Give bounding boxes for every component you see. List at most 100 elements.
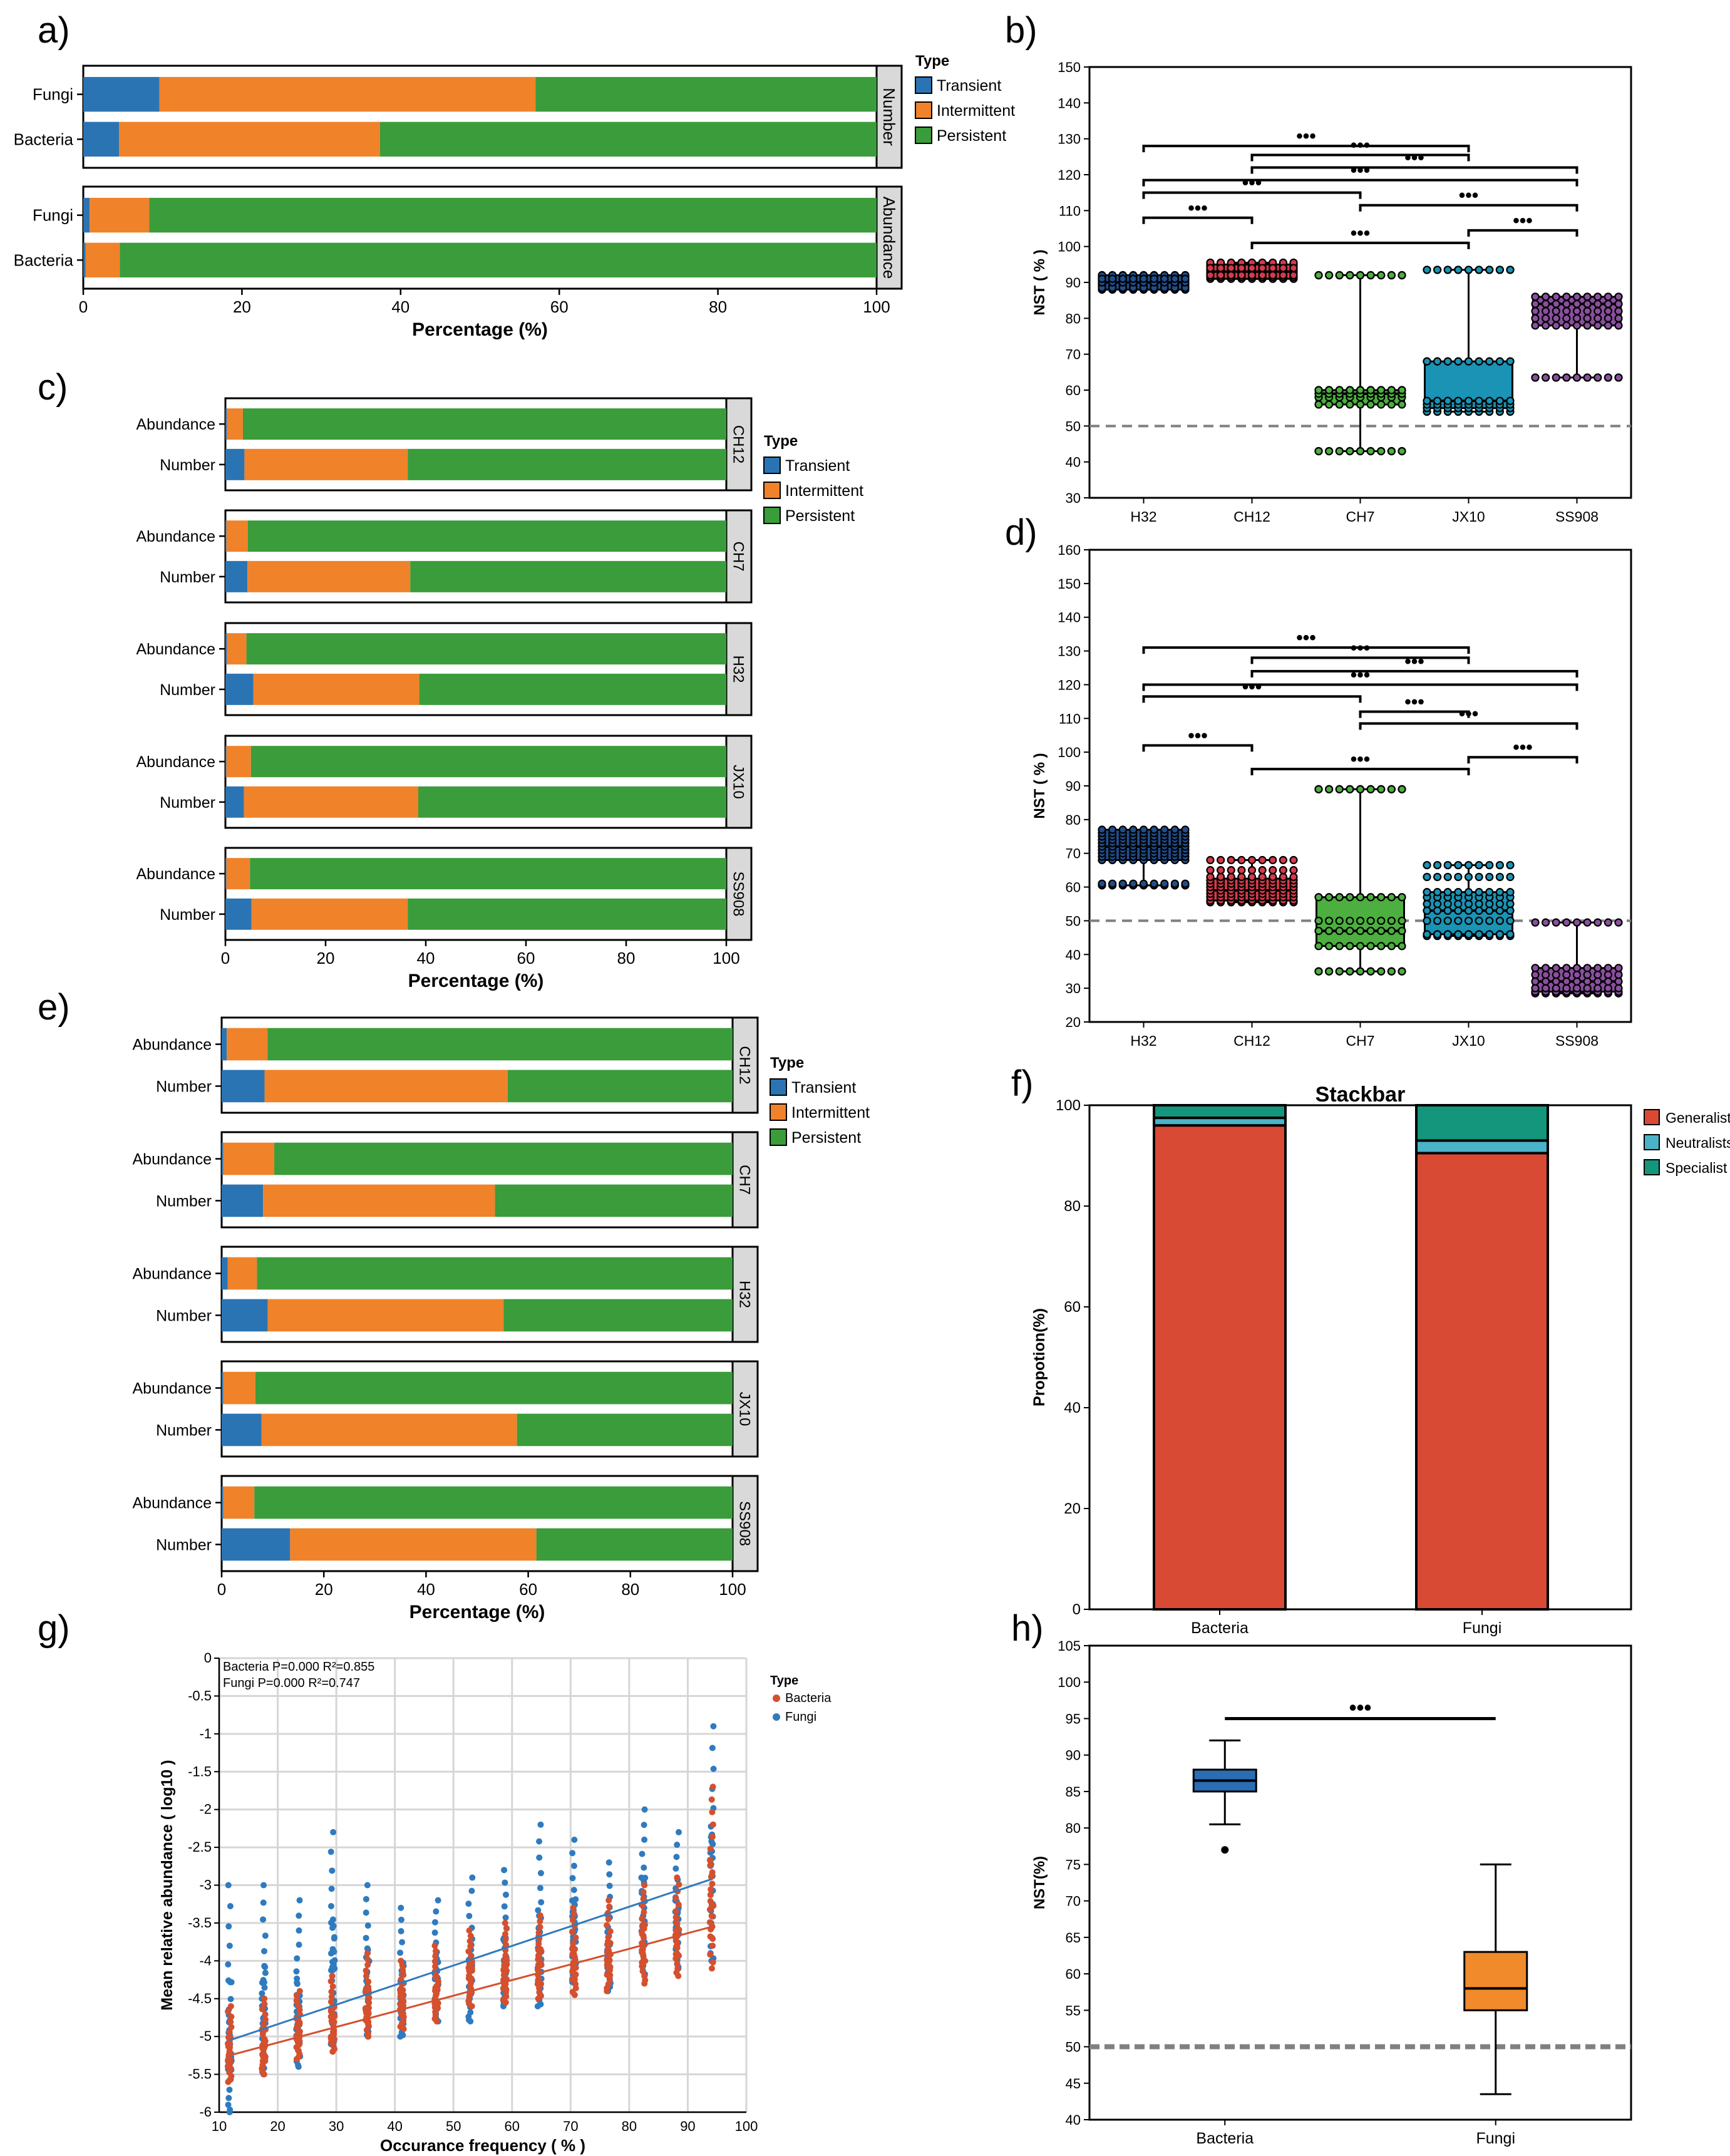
data-point — [1443, 906, 1452, 915]
data-point — [1562, 292, 1571, 301]
y-tick-label: 100 — [1058, 239, 1081, 255]
bar-segment — [535, 76, 877, 112]
data-point — [1572, 984, 1582, 993]
data-point — [572, 1934, 579, 1941]
data-point — [502, 1956, 508, 1963]
bar-segment — [495, 1184, 733, 1217]
bar-segment — [225, 746, 227, 778]
annotation-text: Fungi P=0.000 R²=0.747 — [223, 1676, 360, 1690]
data-point — [1346, 942, 1354, 951]
y-tick-label: 100 — [1058, 745, 1081, 760]
data-point — [469, 1874, 476, 1881]
data-point — [1594, 970, 1602, 979]
x-tick-label: JX10 — [1452, 508, 1485, 525]
bar-segment — [1415, 1139, 1549, 1155]
data-point — [227, 1903, 234, 1910]
panel-label-b: b) — [1005, 10, 1037, 51]
data-point — [1206, 866, 1215, 875]
data-point — [1464, 860, 1473, 870]
data-point — [1495, 899, 1504, 909]
data-point — [1572, 314, 1582, 322]
y-tick-label: 140 — [1058, 95, 1081, 111]
data-point — [398, 1988, 404, 1995]
data-point — [1335, 942, 1344, 951]
data-point — [1542, 299, 1550, 308]
data-point — [1346, 785, 1354, 793]
significance-bracket — [1250, 669, 1578, 678]
data-point — [226, 2029, 233, 2036]
data-point — [1227, 264, 1235, 272]
data-point — [467, 2009, 474, 2016]
data-point — [1485, 266, 1494, 274]
data-point — [1604, 307, 1612, 316]
data-point — [261, 1995, 268, 2002]
significance-label: ••• — [1513, 737, 1533, 758]
data-point — [502, 1879, 508, 1886]
x-tick-label: 10 — [212, 2118, 227, 2134]
data-point — [1604, 970, 1612, 979]
y-tick-label: 120 — [1058, 167, 1081, 183]
data-point — [1562, 373, 1571, 382]
data-point — [1562, 299, 1571, 308]
legend-label: Persistent — [785, 507, 855, 525]
bar-segment — [222, 1142, 224, 1175]
data-point — [1614, 970, 1623, 979]
data-point — [1572, 964, 1582, 972]
data-point — [1583, 307, 1592, 316]
x-tick-label: Fungi — [1463, 1619, 1502, 1637]
data-point — [1572, 970, 1582, 979]
fit-line — [229, 1926, 713, 2056]
data-point — [262, 1932, 269, 1939]
y-tick-label: 60 — [1066, 880, 1081, 895]
data-point — [538, 1899, 545, 1906]
bar-segment — [255, 1371, 733, 1405]
bar-segment — [222, 1257, 228, 1290]
data-point — [227, 2018, 234, 2025]
data-point — [535, 1961, 542, 1968]
data-point — [1531, 292, 1540, 301]
legend-swatch — [1644, 1159, 1660, 1175]
data-point — [1562, 984, 1571, 993]
bar-segment — [290, 1528, 537, 1561]
data-point — [674, 1960, 681, 1967]
data-point — [1217, 855, 1225, 865]
data-point — [710, 1765, 717, 1772]
bar-segment — [222, 1486, 224, 1519]
data-point — [1108, 825, 1117, 834]
data-point — [1258, 855, 1267, 865]
data-point — [1170, 879, 1179, 888]
data-point — [399, 2010, 406, 2017]
data-point — [641, 1973, 648, 1979]
legend-label: Specialist — [1666, 1160, 1727, 1176]
data-point — [1423, 872, 1431, 882]
data-point — [639, 1916, 646, 1922]
legend-label: Transient — [791, 1079, 856, 1096]
data-point — [1433, 860, 1442, 870]
significance-bracket — [1467, 756, 1578, 764]
data-point — [328, 1988, 335, 1995]
data-point — [1604, 918, 1612, 927]
bar-segment — [246, 633, 727, 665]
data-point — [331, 2012, 337, 2019]
data-point — [398, 1916, 404, 1923]
x-tick-label: Bacteria — [1191, 1619, 1249, 1637]
data-point — [1506, 357, 1515, 366]
data-point — [260, 1882, 267, 1889]
data-point — [709, 1745, 716, 1751]
data-point — [1454, 916, 1463, 926]
data-point — [572, 1981, 579, 1988]
data-point — [329, 1867, 336, 1874]
data-point — [296, 1897, 303, 1904]
data-point — [363, 1934, 369, 1941]
data-point — [1387, 942, 1396, 951]
data-point — [434, 1983, 441, 1989]
data-point — [1181, 274, 1190, 283]
facet-strip-label: CH7 — [736, 1165, 753, 1195]
bar-segment — [83, 197, 90, 233]
y-tick-label: -6 — [199, 2104, 212, 2120]
data-point — [1335, 926, 1344, 936]
significance-label: ••• — [1349, 1696, 1372, 1720]
data-point — [1443, 899, 1452, 909]
bar-segment — [419, 673, 726, 705]
data-point — [676, 1881, 682, 1888]
